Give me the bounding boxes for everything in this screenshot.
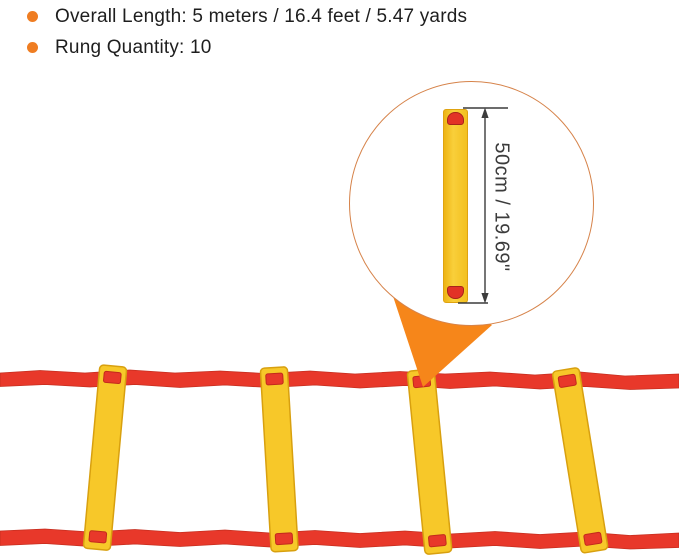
rung-detail-bar [443,109,468,303]
ladder-rung [551,367,609,554]
ladder-rung [82,364,128,551]
bullet-icon [27,11,38,22]
rung-end-cap-bottom [447,286,464,299]
ladder-rung [406,368,453,555]
ladder-rung [259,366,299,553]
feature-text-rungs: Rung Quantity: 10 [55,37,212,58]
rung-end-cap-top [447,112,464,125]
agility-ladder-image [0,364,679,555]
feature-list: Overall Length: 5 meters / 16.4 feet / 5… [27,4,467,66]
feature-item-rungs: Rung Quantity: 10 [27,35,467,66]
ladder-strap-bottom [0,528,679,550]
zoom-callout-circle [349,81,594,326]
bullet-icon [27,42,38,53]
ladder-strap-top [0,369,679,390]
dimension-arrow [458,107,508,304]
feature-item-length: Overall Length: 5 meters / 16.4 feet / 5… [27,4,467,35]
dimension-label: 50cm / 19.69" [490,142,513,272]
feature-text-length: Overall Length: 5 meters / 16.4 feet / 5… [55,6,468,27]
